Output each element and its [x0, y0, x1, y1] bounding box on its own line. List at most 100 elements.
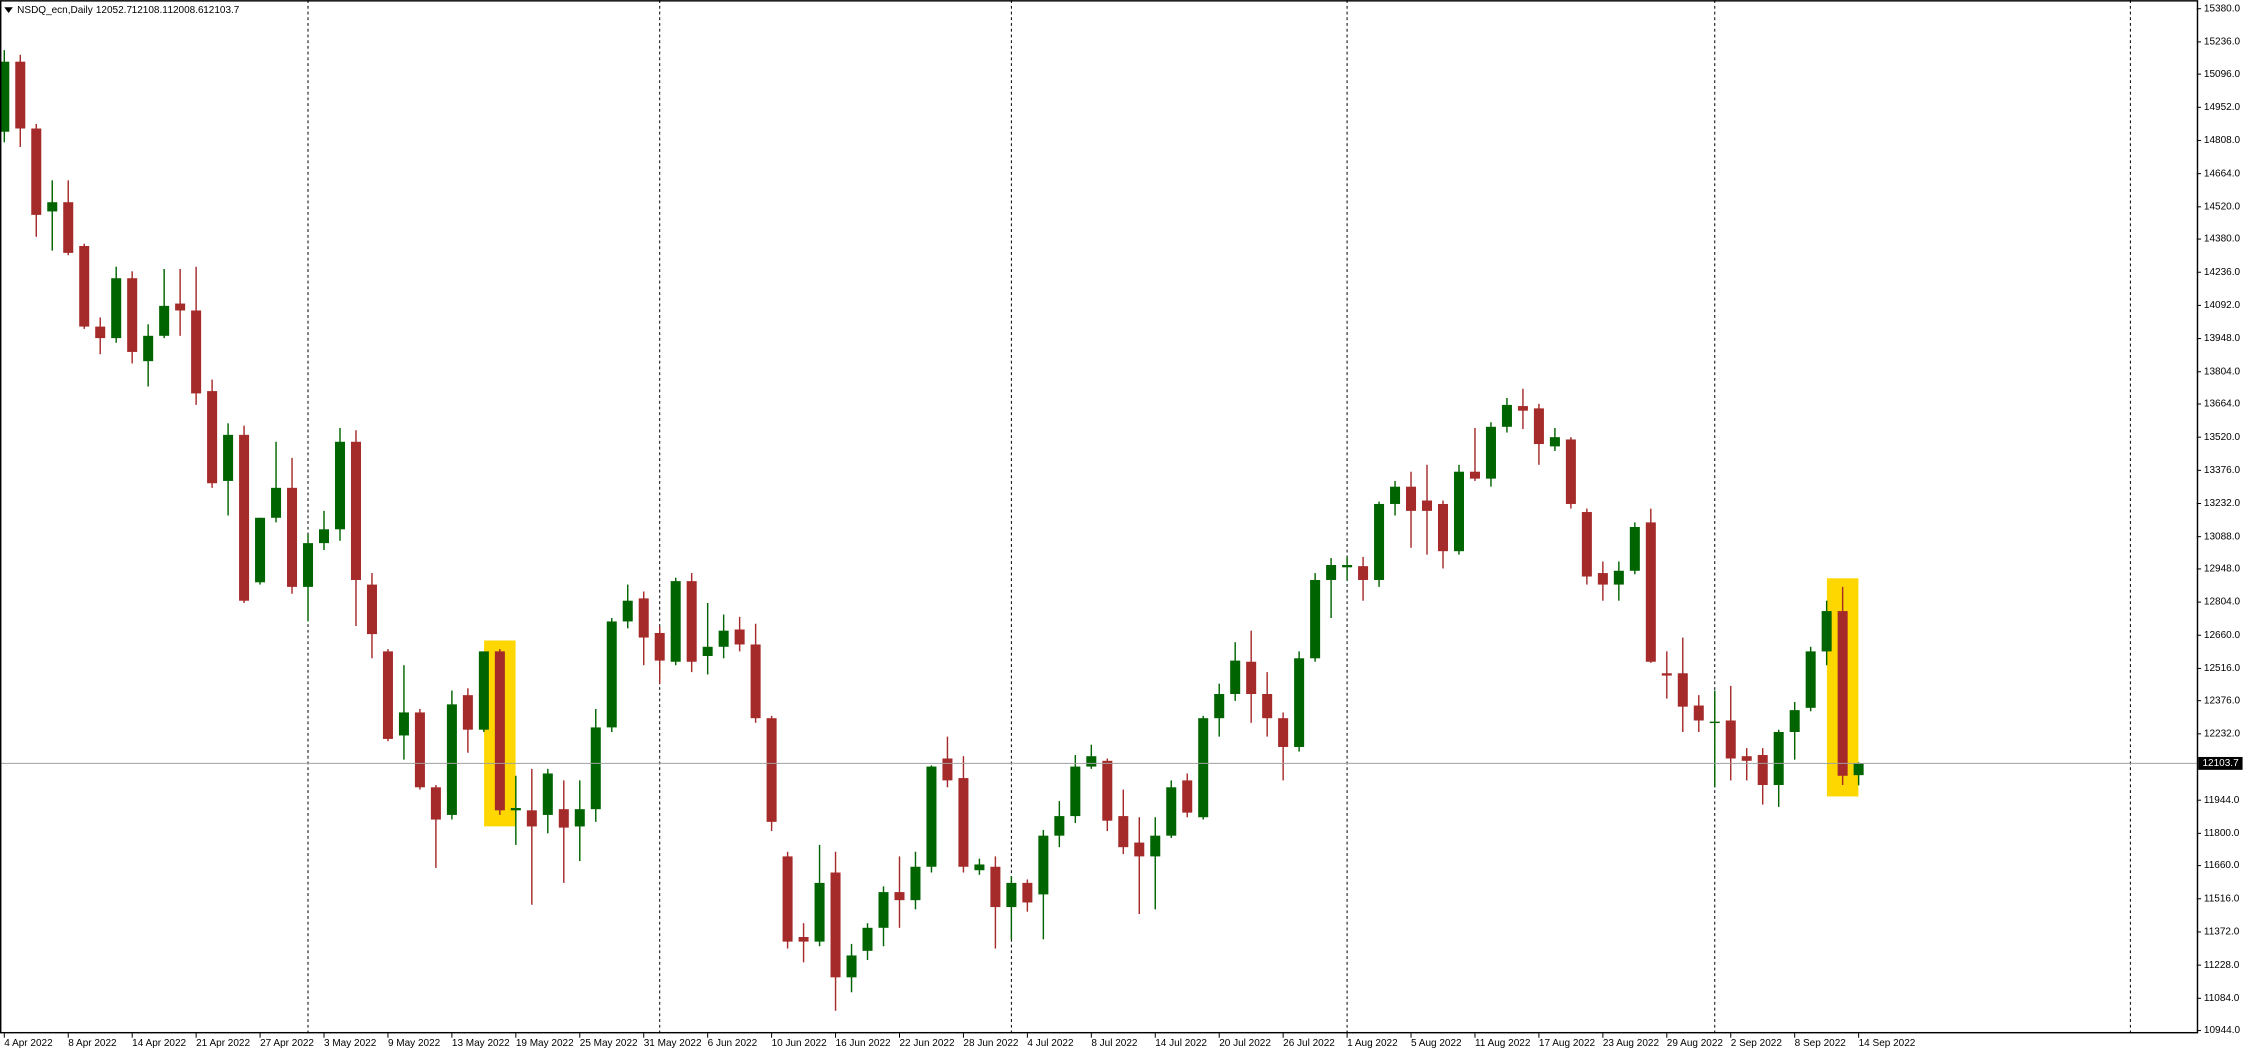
- y-tick-label: 11944.0: [2204, 795, 2240, 806]
- y-tick-label: 13088.0: [2204, 531, 2241, 542]
- candle-body: [1374, 503, 1385, 580]
- x-tick-label: 27 Apr 2022: [260, 1038, 314, 1049]
- candle-body: [478, 651, 489, 730]
- x-tick-label: 9 May 2022: [388, 1038, 441, 1049]
- x-tick-label: 28 Jun 2022: [963, 1038, 1018, 1049]
- candle-body: [1070, 766, 1081, 817]
- y-tick-label: 13520.0: [2204, 432, 2241, 443]
- candle-body: [638, 598, 649, 638]
- candle-body: [1038, 835, 1049, 895]
- candle-body: [622, 600, 633, 622]
- candle-body: [1437, 503, 1449, 552]
- candle-body: [1597, 573, 1608, 585]
- candle-body: [318, 529, 330, 544]
- candle-body: [350, 441, 361, 580]
- x-tick-label: 14 Apr 2022: [132, 1038, 186, 1049]
- candle-body: [574, 809, 585, 827]
- candle-body: [990, 866, 1001, 908]
- candle-body: [558, 809, 569, 828]
- candle-body: [686, 581, 697, 662]
- candle-body: [1214, 694, 1225, 719]
- x-tick-label: 13 May 2022: [452, 1038, 510, 1049]
- y-tick-label: 12232.0: [2204, 728, 2241, 739]
- menu-triangle: [4, 7, 13, 14]
- candle-body: [159, 305, 170, 336]
- y-tick-label: 12948.0: [2204, 564, 2241, 575]
- x-tick-label: 17 Aug 2022: [1539, 1038, 1596, 1049]
- candle-body: [143, 335, 154, 362]
- candle-body: [862, 927, 873, 951]
- candle-body: [1821, 611, 1832, 652]
- y-tick-label: 12516.0: [2204, 663, 2241, 674]
- candle-body: [175, 303, 186, 311]
- candle-body: [846, 955, 857, 978]
- candle-body: [1166, 787, 1177, 836]
- candle-body: [830, 872, 841, 978]
- y-tick-label: 11800.0: [2204, 828, 2240, 839]
- candle-body: [1310, 579, 1321, 659]
- candle-body: [1613, 570, 1624, 585]
- x-tick-label: 11 Aug 2022: [1475, 1038, 1531, 1049]
- candle-body: [782, 856, 793, 942]
- candle-body: [47, 202, 58, 212]
- plot-frame: [0, 0, 2199, 1034]
- candle-body: [1645, 522, 1656, 662]
- candle-body: [1469, 471, 1480, 479]
- x-tick-label: 31 May 2022: [644, 1038, 702, 1049]
- x-tick-label: 16 Jun 2022: [836, 1038, 891, 1049]
- candle-body: [398, 712, 409, 736]
- candle-body: [1709, 721, 1720, 724]
- candle-body: [1805, 651, 1816, 708]
- y-tick-label: 11516.0: [2204, 893, 2240, 904]
- x-tick-label: 6 Jun 2022: [708, 1038, 758, 1049]
- candle-body: [1501, 404, 1512, 427]
- header-close: 12103.7: [203, 5, 240, 16]
- candle-body: [1677, 673, 1688, 707]
- candle-body: [1725, 720, 1736, 759]
- candle-body: [1629, 526, 1640, 571]
- candle-body: [734, 629, 745, 645]
- candle-body: [287, 487, 298, 587]
- candle-body: [303, 543, 314, 587]
- y-tick-label: 14380.0: [2204, 234, 2241, 245]
- candle-body: [942, 758, 953, 781]
- header-low: 12008.6: [167, 5, 204, 16]
- candle-body: [1054, 816, 1065, 836]
- candle-body: [1853, 763, 1864, 776]
- candle-body: [127, 278, 138, 352]
- candle-body: [814, 882, 825, 942]
- x-tick-label: 8 Sep 2022: [1795, 1038, 1847, 1049]
- candle-body: [542, 773, 553, 815]
- candle-body: [63, 202, 74, 253]
- candle-body: [494, 651, 505, 811]
- candle-body: [1565, 439, 1576, 504]
- last-price-label: 12103.7: [2202, 758, 2239, 769]
- candle-body: [1693, 705, 1704, 721]
- y-tick-label: 12804.0: [2204, 597, 2241, 608]
- candle-body: [239, 434, 250, 601]
- x-tick-label: 19 May 2022: [516, 1038, 574, 1049]
- candle-body: [1326, 565, 1337, 580]
- y-tick-label: 13232.0: [2204, 498, 2241, 509]
- candle-body: [798, 937, 809, 942]
- y-tick-label: 15096.0: [2204, 69, 2241, 80]
- x-tick-label: 14 Sep 2022: [1859, 1038, 1916, 1049]
- candle-body: [526, 810, 537, 827]
- candle-body: [430, 787, 441, 820]
- candle-body: [926, 766, 937, 867]
- y-tick-label: 13376.0: [2204, 465, 2241, 476]
- candle-body: [1549, 437, 1560, 447]
- y-tick-label: 15236.0: [2204, 37, 2241, 48]
- candle-body: [223, 434, 234, 481]
- x-tick-label: 10 Jun 2022: [772, 1038, 827, 1049]
- candle-body: [910, 866, 921, 901]
- y-tick-label: 12660.0: [2204, 630, 2241, 641]
- candle-body: [958, 778, 969, 867]
- y-tick-label: 15380.0: [2204, 3, 2241, 14]
- candle-body: [207, 391, 218, 484]
- candle-body: [255, 517, 266, 583]
- separators: [307, 0, 2131, 1034]
- x-tick-label: 21 Apr 2022: [196, 1038, 250, 1049]
